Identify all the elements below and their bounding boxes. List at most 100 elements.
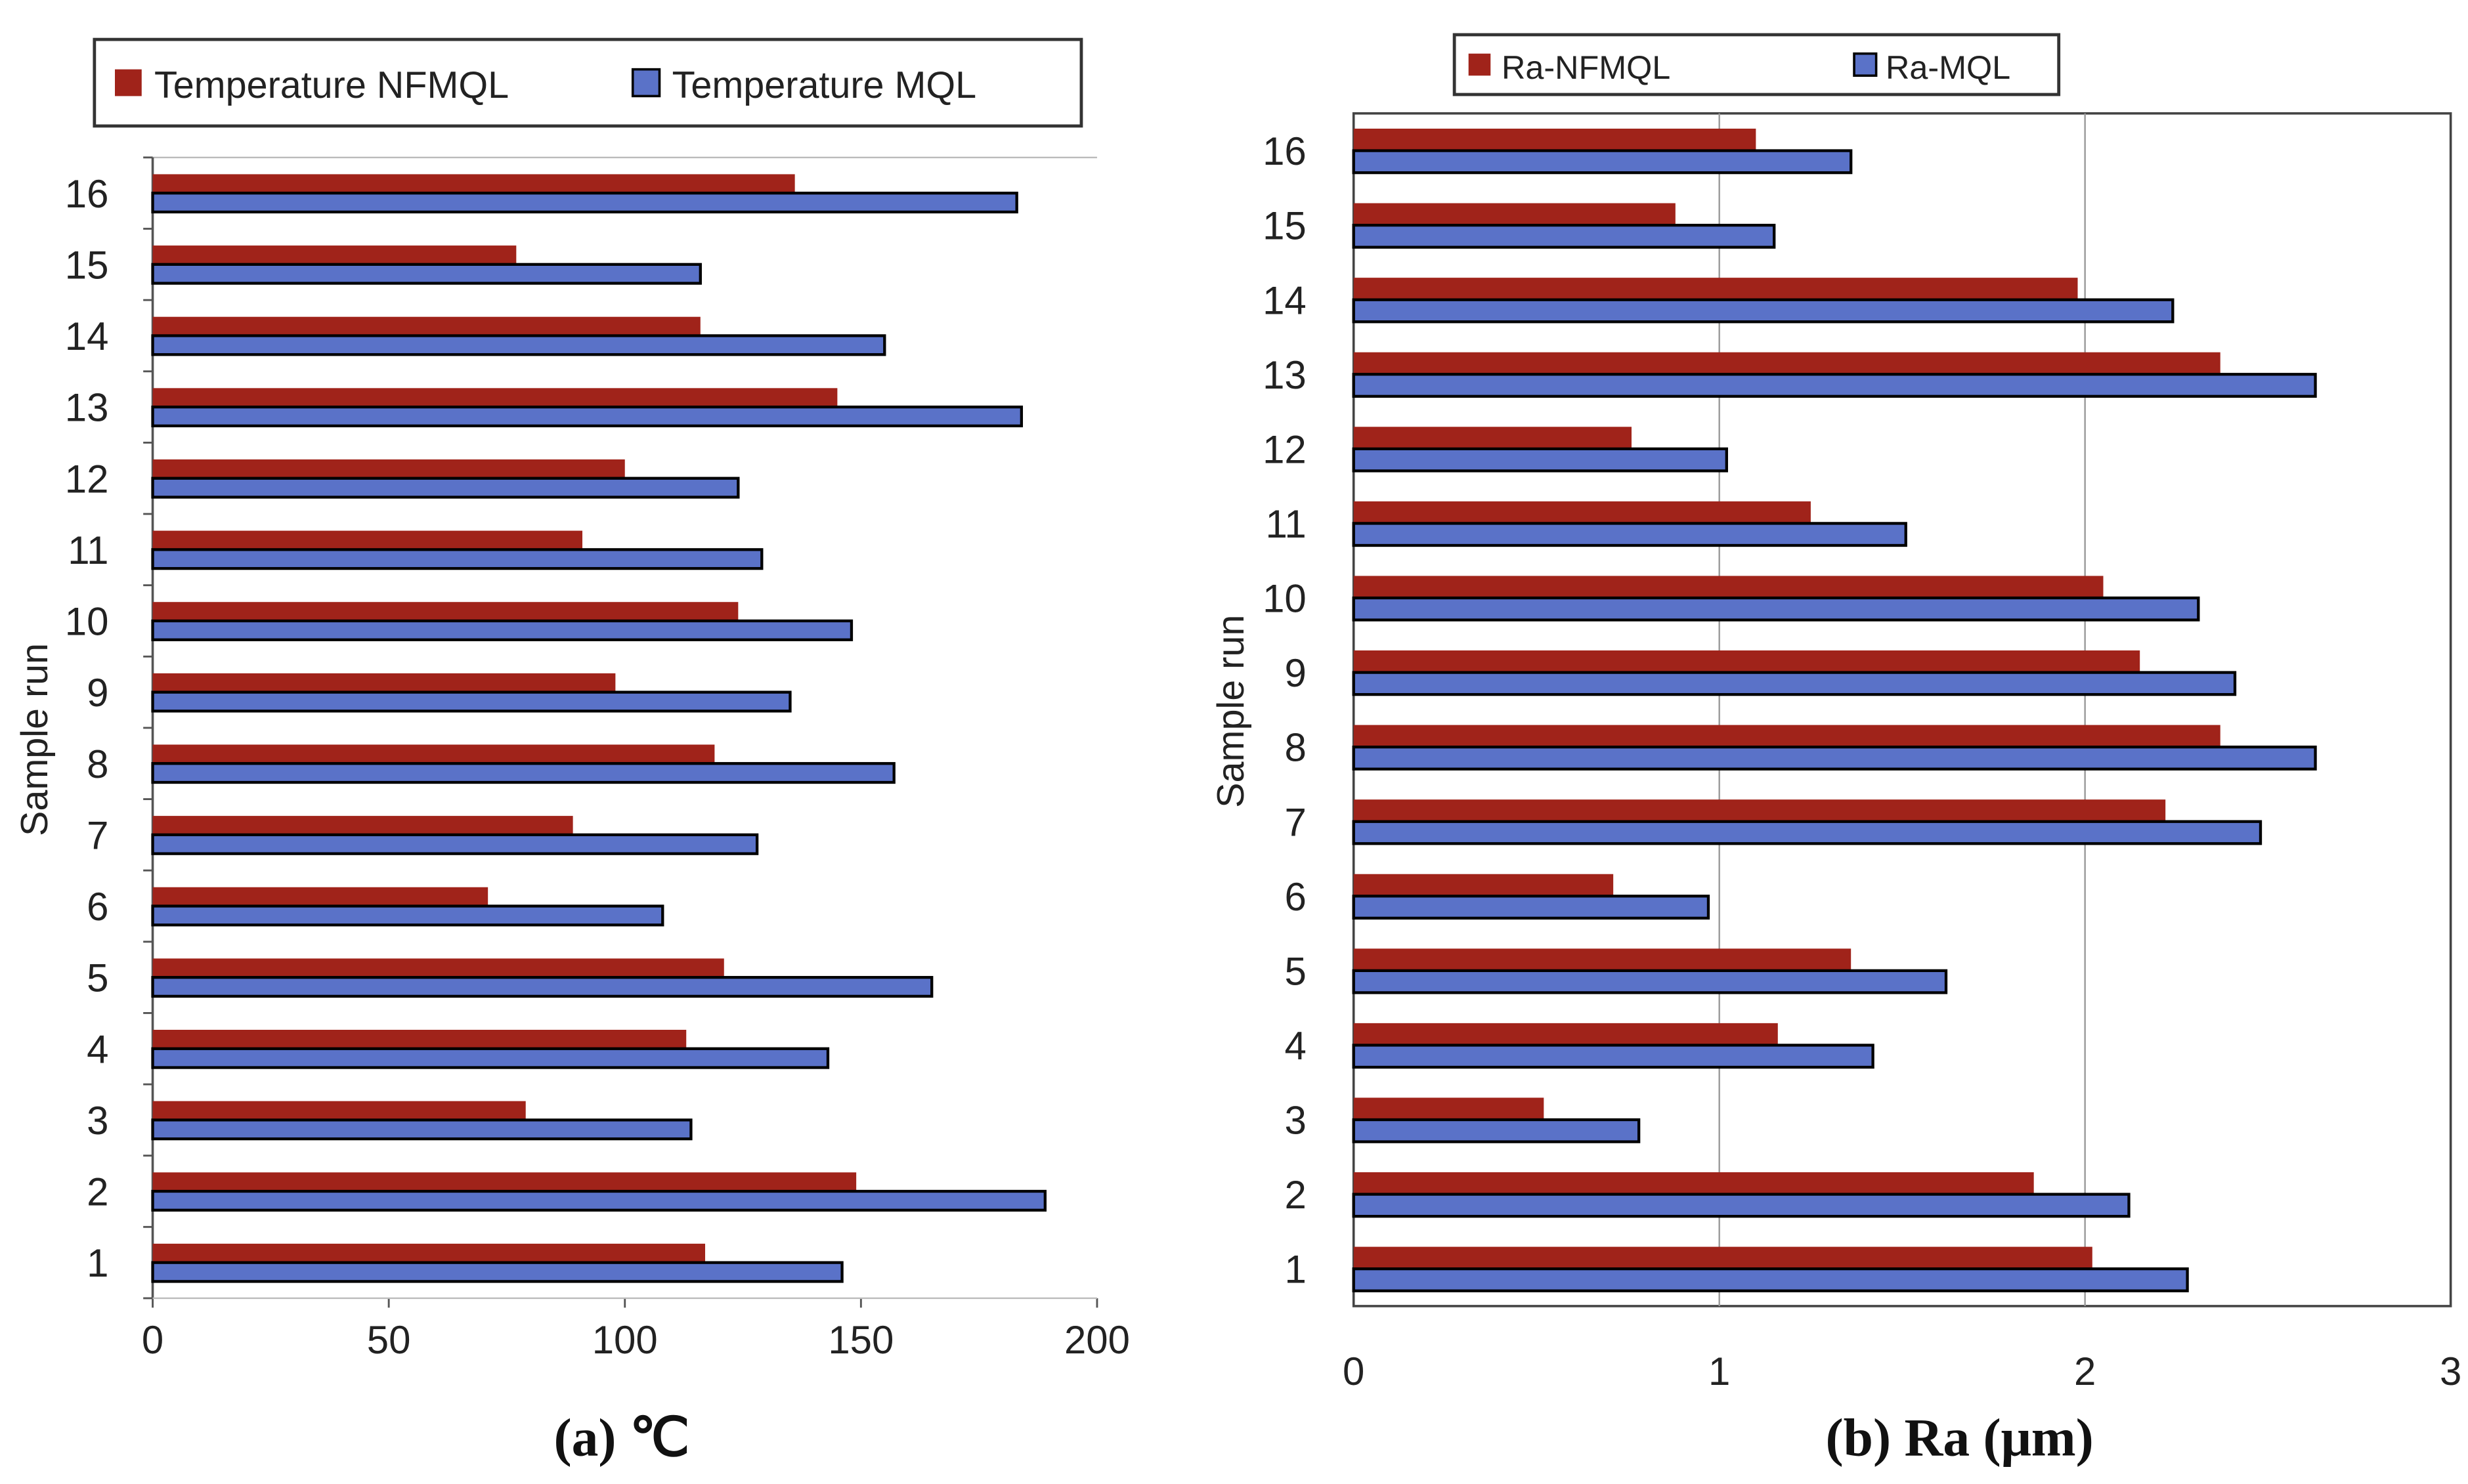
bar-ra-nfmql [1353,650,2140,673]
bar-ra-mql [1352,969,1948,994]
plot-frame [1352,112,2452,1307]
x-tick-label: 50 [367,1318,411,1362]
bar-temperature-mql [151,1261,844,1283]
bar-temperature-mql [151,477,740,499]
y-tick-label: 6 [1284,875,1306,919]
bar-temperature-mql [151,548,764,570]
legend-label-ra-mql: Ra-MQL [1886,49,2010,86]
bar-ra-nfmql [1353,874,1614,897]
y-tick-label: 3 [1284,1099,1306,1143]
bar-temperature-nfmql [152,1243,706,1263]
bar-ra-mql [1352,223,1776,249]
bar-ra-nfmql [1353,1172,2034,1195]
bar-ra-nfmql [1353,948,1851,971]
legend-label-nfmql: Temperature NFMQL [154,64,509,106]
bar-temperature-mql [151,619,854,641]
bar-temperature-mql [151,334,886,356]
x-tick-label: 0 [142,1318,163,1362]
y-tick-label: 15 [1263,204,1307,248]
caption-b: (b) Ra (μm) [1825,1408,2093,1468]
y-tick-label: 11 [68,528,108,572]
bar-ra-nfmql [1353,1246,2092,1269]
y-tick-label: 2 [1284,1173,1306,1217]
bar-temperature-mql [151,405,1024,428]
bar-ra-nfmql [1353,278,2078,300]
y-tick-label: 12 [65,457,109,501]
legend-label-mql: Temperature MQL [672,64,977,106]
y-axis-label-b: Sample run [1210,615,1252,808]
y-tick-label: 5 [1284,949,1306,993]
legend-swatch-nfmql [115,69,142,96]
y-tick-label: 12 [1263,427,1307,471]
y-tick-label: 1 [87,1241,108,1285]
x-tick-label: 100 [592,1318,658,1362]
bar-ra-mql [1352,373,2317,398]
bar-temperature-nfmql [152,673,616,692]
bar-ra-nfmql [1353,203,1676,226]
bar-temperature-mql [151,904,664,927]
bar-ra-nfmql [1353,1097,1544,1120]
bar-ra-mql [1352,522,1907,547]
bar-ra-mql [1352,820,2262,845]
bar-temperature-nfmql [152,744,715,764]
bar-ra-nfmql [1353,128,1756,151]
bar-temperature-nfmql [152,174,795,194]
bar-temperature-nfmql [152,459,625,478]
y-tick-label: 15 [65,243,109,287]
bar-ra-mql [1352,298,2175,324]
bar-temperature-nfmql [152,887,488,906]
bar-ra-mql [1352,149,1853,175]
y-tick-label: 16 [1263,129,1307,173]
bar-ra-mql [1352,447,1728,473]
bar-ra-mql [1352,1118,1641,1143]
bar-ra-nfmql [1353,576,2104,598]
bar-temperature-nfmql [152,1101,526,1120]
x-tick-label: 0 [1343,1349,1364,1393]
bar-temperature-nfmql [152,530,583,550]
bar-temperature-nfmql [152,388,838,408]
bar-temperature-nfmql [152,602,739,621]
y-tick-label: 9 [1284,651,1306,695]
bar-temperature-mql [151,263,702,285]
y-tick-label: 14 [1263,278,1307,322]
bar-ra-nfmql [1353,799,2166,822]
bar-temperature-mql [151,192,1018,214]
bar-temperature-mql [151,833,759,855]
y-tick-label: 13 [1263,353,1307,397]
bar-temperature-mql [151,1047,830,1069]
bar-temperature-mql [151,1118,693,1141]
x-tick-label: 150 [828,1318,894,1362]
bar-ra-nfmql [1353,352,2220,375]
y-tick-label: 3 [87,1099,108,1143]
legend-swatch-ra-mql [1853,52,1878,77]
y-tick-label: 14 [65,314,109,358]
x-tick-label: 1 [1708,1349,1730,1393]
bar-ra-nfmql [1353,501,1811,524]
bar-ra-mql [1352,671,2237,696]
legend-swatch-ra-nfmql [1468,53,1491,76]
bar-temperature-nfmql [152,245,517,265]
bar-temperature-nfmql [152,1172,857,1192]
y-tick-label: 16 [65,172,109,216]
bar-ra-mql [1352,745,2317,771]
y-tick-label: 10 [1263,577,1307,621]
x-tick-label: 200 [1064,1318,1130,1362]
y-tick-label: 8 [1284,726,1306,770]
y-tick-label: 1 [1284,1248,1306,1292]
y-tick-label: 4 [1284,1024,1306,1068]
bar-ra-mql [1352,895,1710,920]
y-axis-label-a: Sample run [14,643,56,836]
bar-temperature-mql [151,1189,1047,1212]
legend-swatch-mql [631,68,661,98]
bar-ra-nfmql [1353,427,1632,449]
y-tick-label: 7 [1284,800,1306,844]
y-tick-label: 6 [87,885,108,929]
y-tick-label: 13 [65,386,109,430]
bar-temperature-nfmql [152,958,724,978]
y-tick-label: 4 [87,1027,108,1071]
y-tick-label: 11 [1266,502,1307,546]
